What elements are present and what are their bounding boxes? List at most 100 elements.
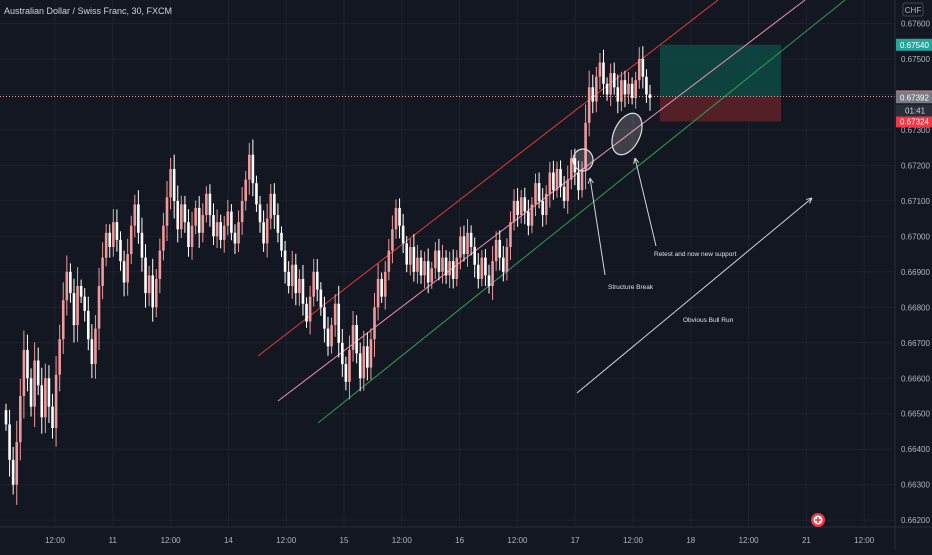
candle[interactable] bbox=[219, 214, 222, 249]
candle[interactable] bbox=[79, 279, 83, 304]
candle[interactable] bbox=[215, 209, 219, 249]
candle[interactable] bbox=[519, 189, 523, 224]
candle[interactable] bbox=[451, 249, 455, 289]
candle[interactable] bbox=[54, 356, 58, 447]
candle[interactable] bbox=[36, 347, 40, 396]
candle[interactable] bbox=[333, 294, 337, 337]
candle[interactable] bbox=[104, 224, 108, 267]
candle[interactable] bbox=[33, 342, 36, 428]
candle[interactable] bbox=[273, 183, 276, 229]
candle[interactable] bbox=[86, 296, 90, 351]
candle[interactable] bbox=[569, 149, 573, 190]
candle[interactable] bbox=[491, 246, 494, 301]
candle[interactable] bbox=[69, 263, 72, 303]
candle[interactable] bbox=[280, 226, 283, 257]
candle[interactable] bbox=[627, 72, 630, 105]
candle[interactable] bbox=[172, 154, 176, 219]
candle[interactable] bbox=[641, 46, 645, 89]
candle[interactable] bbox=[176, 185, 180, 243]
candle[interactable] bbox=[580, 161, 584, 198]
candle[interactable] bbox=[605, 77, 609, 101]
candle[interactable] bbox=[319, 282, 323, 316]
candle[interactable] bbox=[648, 84, 652, 111]
candle[interactable] bbox=[19, 378, 22, 461]
candle[interactable] bbox=[262, 210, 265, 252]
candle[interactable] bbox=[630, 77, 634, 105]
target-zone[interactable] bbox=[660, 44, 781, 97]
candle[interactable] bbox=[72, 278, 76, 343]
candle[interactable] bbox=[434, 242, 437, 279]
candle[interactable] bbox=[466, 218, 469, 267]
structure-break-arrow[interactable] bbox=[587, 177, 606, 276]
candle[interactable] bbox=[201, 203, 205, 243]
candle[interactable] bbox=[476, 253, 480, 289]
candle[interactable] bbox=[83, 288, 87, 322]
candle[interactable] bbox=[419, 250, 423, 284]
candle[interactable] bbox=[412, 234, 416, 282]
bull-run-arrow[interactable] bbox=[576, 197, 813, 394]
candle[interactable] bbox=[637, 47, 641, 89]
candle[interactable] bbox=[351, 311, 355, 362]
candle[interactable] bbox=[344, 356, 348, 391]
candle[interactable] bbox=[566, 165, 570, 214]
candle[interactable] bbox=[598, 52, 602, 90]
candle[interactable] bbox=[587, 70, 591, 137]
candle[interactable] bbox=[276, 203, 280, 243]
candle[interactable] bbox=[165, 180, 169, 241]
candle[interactable] bbox=[441, 244, 444, 284]
candle[interactable] bbox=[416, 244, 419, 284]
candle[interactable] bbox=[462, 225, 466, 262]
candle[interactable] bbox=[623, 70, 627, 108]
retest-ellipse[interactable] bbox=[606, 109, 648, 160]
candle[interactable] bbox=[509, 211, 512, 260]
candle[interactable] bbox=[197, 196, 201, 248]
candle[interactable] bbox=[484, 249, 487, 287]
candle[interactable] bbox=[544, 185, 548, 225]
currency-badge[interactable] bbox=[902, 2, 924, 17]
candle[interactable] bbox=[430, 261, 434, 289]
candle[interactable] bbox=[366, 332, 369, 381]
candle[interactable] bbox=[301, 264, 305, 316]
candle[interactable] bbox=[287, 261, 290, 294]
candle[interactable] bbox=[394, 199, 398, 239]
candle[interactable] bbox=[58, 324, 61, 392]
candle[interactable] bbox=[151, 258, 154, 322]
candle[interactable] bbox=[512, 189, 516, 231]
candle[interactable] bbox=[391, 215, 394, 264]
candle[interactable] bbox=[119, 231, 122, 271]
candle[interactable] bbox=[305, 297, 308, 328]
candle[interactable] bbox=[330, 317, 333, 354]
candle[interactable] bbox=[26, 334, 29, 392]
candle[interactable] bbox=[205, 186, 208, 223]
candle[interactable] bbox=[129, 215, 133, 265]
candle[interactable] bbox=[337, 285, 341, 358]
time-axis[interactable]: 12:00 11 12:00 14 12:00 15 12:00 16 12:00 17 12:00… bbox=[45, 536, 875, 545]
candle[interactable] bbox=[469, 225, 473, 256]
price-axis[interactable]: 0.676000.675000.674000.673000.672000.671… bbox=[896, 19, 932, 525]
candle[interactable] bbox=[144, 244, 147, 308]
candle[interactable] bbox=[548, 161, 552, 208]
candle[interactable] bbox=[541, 188, 544, 227]
candle[interactable] bbox=[559, 160, 562, 198]
candle[interactable] bbox=[258, 195, 262, 233]
candle[interactable] bbox=[190, 211, 194, 260]
middle-channel-line[interactable] bbox=[277, 0, 806, 402]
candle[interactable] bbox=[90, 324, 94, 379]
candle[interactable] bbox=[61, 282, 65, 354]
candle[interactable] bbox=[154, 268, 158, 318]
candle[interactable] bbox=[423, 251, 426, 289]
candle[interactable] bbox=[137, 190, 140, 244]
stop-zone[interactable] bbox=[660, 96, 781, 122]
candle[interactable] bbox=[383, 261, 387, 310]
candle[interactable] bbox=[108, 224, 112, 258]
candle[interactable] bbox=[233, 224, 237, 255]
candle[interactable] bbox=[387, 238, 391, 281]
candle[interactable] bbox=[398, 198, 401, 239]
candle[interactable] bbox=[65, 255, 69, 316]
candle[interactable] bbox=[555, 161, 559, 198]
candle[interactable] bbox=[595, 66, 598, 113]
candle[interactable] bbox=[362, 330, 366, 391]
candle[interactable] bbox=[602, 49, 605, 95]
